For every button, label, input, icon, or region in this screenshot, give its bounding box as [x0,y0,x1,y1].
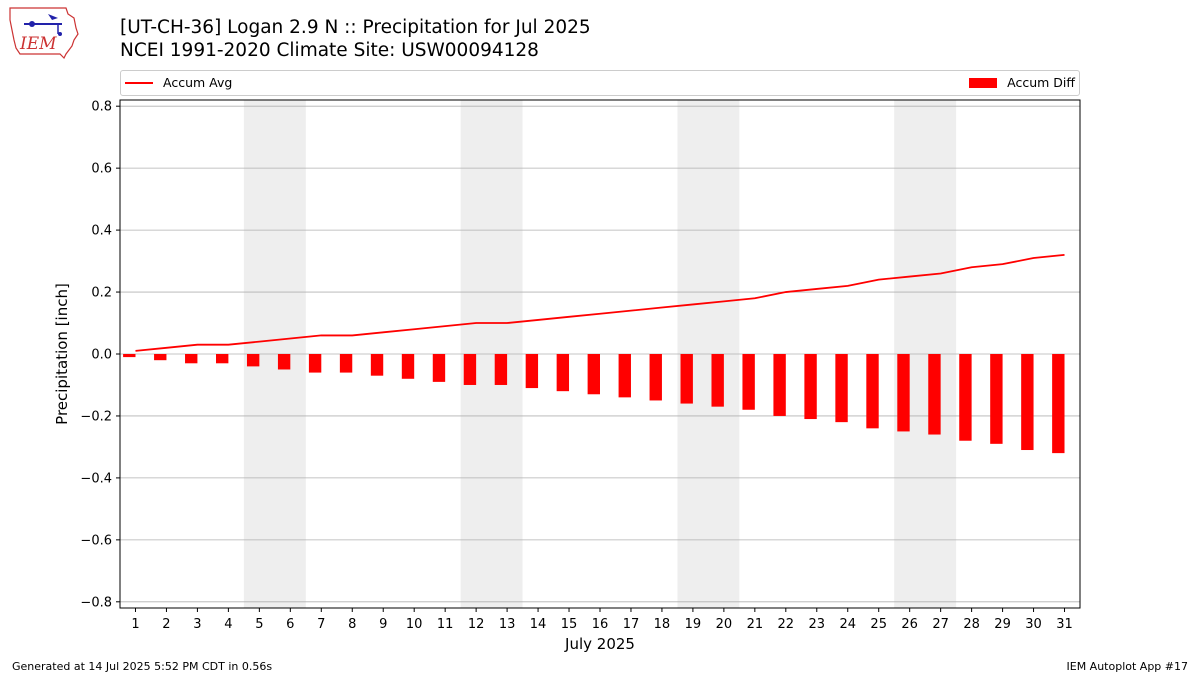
x-tick-label: 27 [932,617,949,632]
legend-swatch-line [125,81,153,84]
x-tick-label: 12 [468,617,485,632]
x-tick-label: 4 [224,617,232,632]
x-tick-label: 22 [778,617,795,632]
x-tick-label: 15 [561,617,578,632]
bar-accum-diff [277,354,291,370]
bar-accum-diff [1052,354,1065,454]
bar-accum-diff [401,354,415,379]
x-tick-label: 5 [255,617,263,632]
bar-accum-diff [835,354,848,423]
x-tick-label: 18 [654,617,671,632]
bar-accum-diff [773,354,786,416]
y-tick-label: 0.0 [91,348,112,363]
y-tick-label: −0.2 [80,409,112,424]
bar-accum-diff [742,354,755,410]
y-tick-label: −0.4 [80,471,112,486]
legend-swatch-bar [969,77,998,88]
bar-accum-diff [123,354,136,358]
footer-generated: Generated at 14 Jul 2025 5:52 PM CDT in … [12,660,273,673]
bar-accum-diff [866,354,879,429]
chart-subtitle: NCEI 1991-2020 Climate Site: USW00094128 [120,40,539,61]
x-tick-label: 13 [499,617,516,632]
x-tick-label: 20 [716,617,733,632]
bar-accum-diff [525,354,539,389]
line-accum-avg [135,253,1065,352]
y-tick-label: 0.8 [91,100,112,115]
chart-title: [UT-CH-36] Logan 2.9 N :: Precipitation … [120,17,591,38]
bar-accum-diff [216,354,229,364]
bar-accum-diff [154,354,167,361]
x-tick-label: 28 [963,617,980,632]
bar-accum-diff [432,354,446,382]
bar-accum-diff [246,354,260,367]
bar-accum-diff [959,354,972,441]
x-tick-label: 19 [685,617,702,632]
bar-accum-diff [649,354,662,401]
x-tick-label: 11 [437,617,454,632]
bar-accum-diff [370,354,384,376]
bar-accum-diff [339,354,353,373]
y-tick-label: 0.4 [91,224,112,239]
x-tick-label: 14 [530,617,547,632]
y-tick-label: 0.6 [91,162,112,177]
bar-accum-diff [1021,354,1034,451]
x-tick-label: 21 [747,617,764,632]
iem-logo: IEM [9,7,79,60]
x-tick-label: 1 [131,617,139,632]
bar-accum-diff [680,354,693,404]
footer-app: IEM Autoplot App #17 [1066,660,1189,673]
x-tick-label: 24 [839,617,856,632]
bar-accum-diff [308,354,322,373]
plot-frame [119,99,1081,609]
x-tick-label: 9 [379,617,387,632]
bar-accum-diff [556,354,570,392]
x-tick-label: 17 [623,617,640,632]
x-tick-label: 25 [870,617,887,632]
bar-accum-diff [928,354,941,435]
bar-accum-diff [804,354,817,420]
y-tick-label: −0.6 [80,533,112,548]
x-tick-label: 16 [592,617,609,632]
bar-accum-diff [494,354,508,385]
x-tick-label: 2 [162,617,170,632]
legend-item-accum-diff: Accum Diff [969,75,1075,90]
legend: Accum Avg Accum Diff [120,70,1080,96]
x-tick-label: 8 [348,617,356,632]
bar-accum-diff [587,354,600,395]
x-tick-label: 10 [406,617,423,632]
x-tick-label: 7 [317,617,325,632]
bar-accum-diff [185,354,198,364]
y-tick-label: −0.8 [80,595,112,610]
y-tick-label: 0.2 [91,286,112,301]
legend-label-accum-diff: Accum Diff [1007,75,1075,90]
x-tick-label: 29 [994,617,1011,632]
legend-label-accum-avg: Accum Avg [163,75,233,90]
bar-accum-diff [990,354,1003,444]
x-tick-label: 3 [193,617,201,632]
x-tick-label: 30 [1025,617,1042,632]
bar-accum-diff [463,354,477,385]
x-tick-label: 6 [286,617,294,632]
x-tick-label: 31 [1056,617,1073,632]
legend-item-accum-avg: Accum Avg [125,75,232,90]
bar-accum-diff [897,354,910,432]
x-tick-label: 23 [809,617,826,632]
x-tick-label: 26 [901,617,918,632]
bar-accum-diff [618,354,631,398]
x-axis-label: July 2025 [564,635,635,653]
logo-text: IEM [19,34,57,54]
bar-accum-diff [711,354,724,407]
y-axis-label: Precipitation [inch] [53,283,71,425]
